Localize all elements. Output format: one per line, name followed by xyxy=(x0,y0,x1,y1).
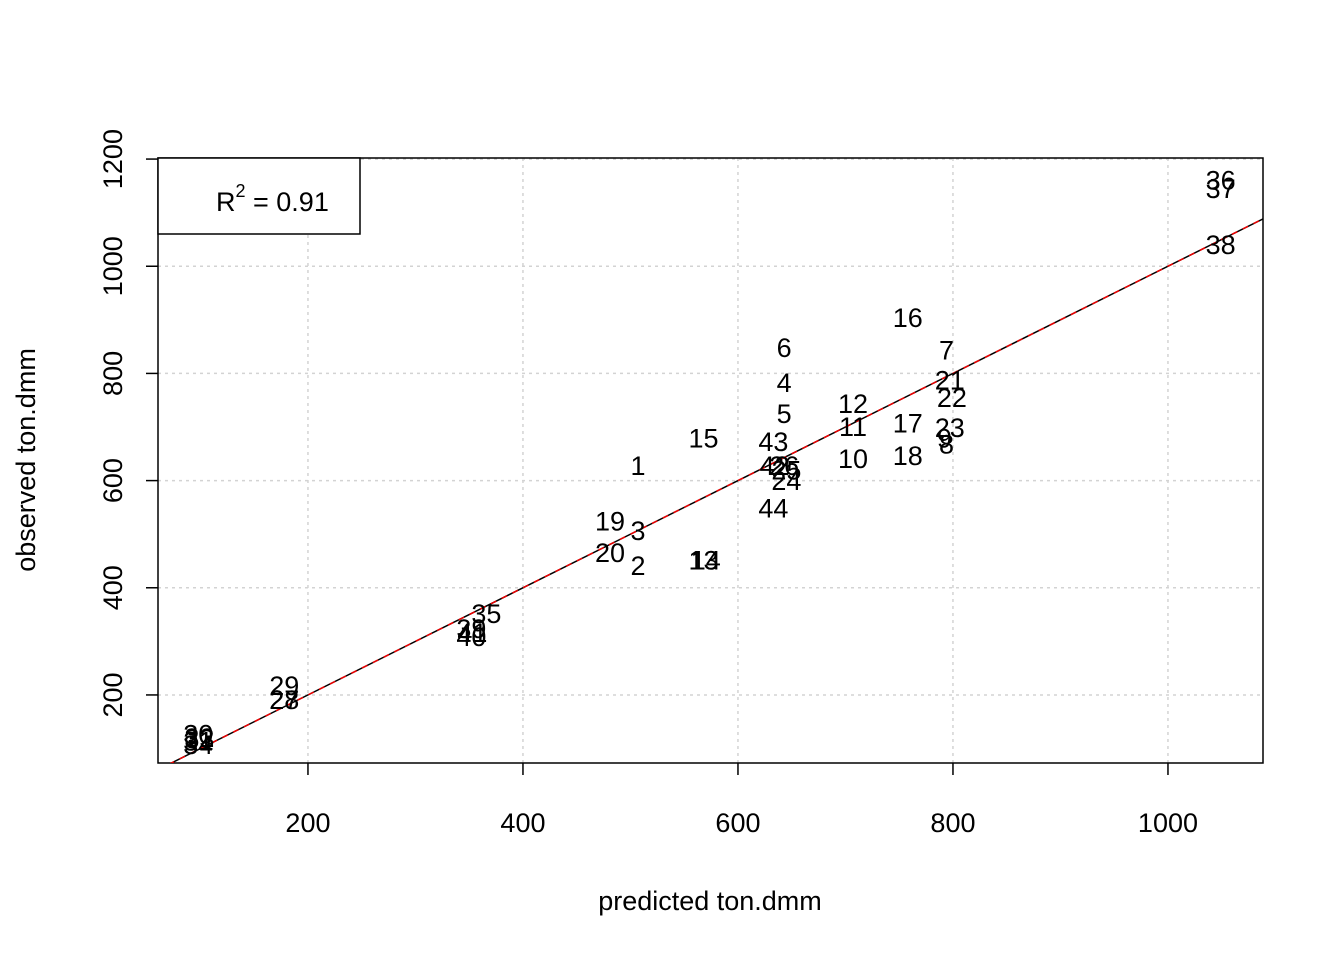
point-label: 29 xyxy=(269,671,299,701)
y-tick-label: 800 xyxy=(98,351,128,396)
point-label: 4 xyxy=(777,368,792,398)
point-label: 23 xyxy=(935,413,965,443)
legend-sup: 2 xyxy=(236,181,246,201)
y-tick-label: 1200 xyxy=(98,129,128,189)
point-label: 42 xyxy=(759,451,789,481)
point-label: 43 xyxy=(758,427,788,457)
point-label: 10 xyxy=(838,444,868,474)
point-label: 11 xyxy=(839,412,867,442)
point-label: 18 xyxy=(893,441,923,471)
point-label: 14 xyxy=(691,545,721,575)
point-label: 28 xyxy=(269,685,299,715)
point-label: 19 xyxy=(595,506,625,536)
x-axis-label: predicted ton.dmm xyxy=(598,886,822,916)
point-label: 38 xyxy=(1206,230,1236,260)
point-label: 35 xyxy=(471,599,501,629)
point-label: 22 xyxy=(937,383,967,413)
point-label: 34 xyxy=(183,730,213,760)
y-tick-label: 600 xyxy=(98,458,128,503)
legend-r: R xyxy=(216,187,236,217)
y-axis-label: observed ton.dmm xyxy=(11,348,41,572)
x-tick-label: 800 xyxy=(930,808,975,838)
x-tick-label: 600 xyxy=(715,808,760,838)
point-label: 24 xyxy=(771,466,801,496)
point-label: 32 xyxy=(184,723,214,753)
point-label: 30 xyxy=(183,720,213,750)
point-label: 37 xyxy=(1206,174,1236,204)
legend-value: = 0.91 xyxy=(246,187,329,217)
point-label: 1 xyxy=(630,451,645,481)
plot-frame xyxy=(157,157,1264,764)
point-label: 6 xyxy=(777,333,792,363)
point-label: 25 xyxy=(771,455,801,485)
one-to-one-line xyxy=(169,218,1263,763)
point-label: 9 xyxy=(937,423,952,453)
point-label: 12 xyxy=(838,389,868,419)
x-tick-label: 400 xyxy=(500,808,545,838)
y-tick-label: 200 xyxy=(98,672,128,717)
point-label: 3 xyxy=(630,516,645,546)
point-label: 44 xyxy=(758,493,788,523)
point-label: 15 xyxy=(689,423,719,453)
y-tick-label: 400 xyxy=(98,565,128,610)
y-tick-label: 1000 xyxy=(98,236,128,296)
x-tick-label: 200 xyxy=(285,808,330,838)
point-label: 27 xyxy=(269,685,299,715)
point-label: 39 xyxy=(456,614,486,644)
x-tick-label: 1000 xyxy=(1138,808,1198,838)
point-label: 13 xyxy=(689,545,719,575)
legend-box xyxy=(157,157,361,235)
point-label: 8 xyxy=(939,430,954,460)
point-label: 17 xyxy=(893,408,923,438)
point-label: 5 xyxy=(777,399,792,429)
point-label: 26 xyxy=(769,451,799,481)
point-label: 2 xyxy=(630,551,645,581)
point-label: 33 xyxy=(184,724,214,754)
point-label: 41 xyxy=(457,618,487,648)
point-label: 16 xyxy=(893,303,923,333)
legend-text: R2 = 0.91 xyxy=(216,181,329,217)
point-label: 36 xyxy=(1206,166,1236,196)
point-label: 7 xyxy=(939,335,954,365)
point-label: 31 xyxy=(183,727,213,757)
point-label: 40 xyxy=(456,622,486,652)
point-label: 21 xyxy=(935,365,965,395)
point-label: 20 xyxy=(595,538,625,568)
